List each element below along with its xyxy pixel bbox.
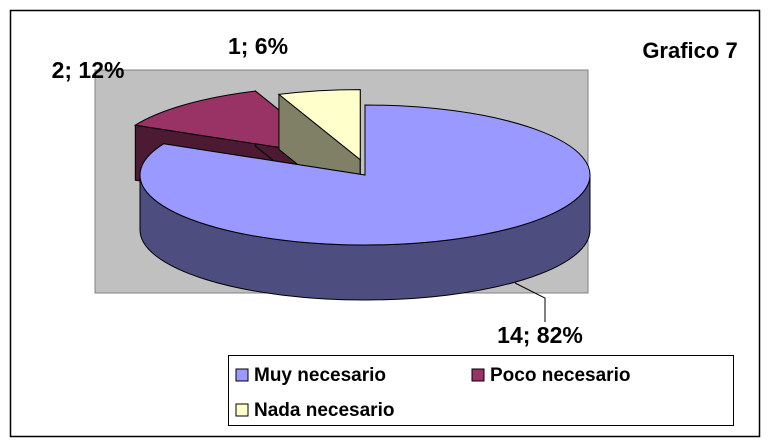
pie [133, 89, 591, 301]
leader-line [514, 282, 546, 322]
data-label: 2; 12% [52, 57, 125, 83]
legend [228, 355, 734, 426]
legend-label: Muy necesario [254, 365, 386, 386]
slice-top [139, 104, 591, 246]
legend-label: Poco necesario [490, 365, 630, 386]
slice-top [277, 89, 361, 161]
legend-swatch [235, 403, 249, 417]
legend-swatch [471, 368, 485, 382]
legend-label: Nada necesario [254, 400, 394, 421]
legend-swatch [235, 368, 249, 382]
data-label: 14; 82% [497, 322, 583, 348]
chart-title: Grafico 7 [642, 38, 737, 63]
data-label: 1; 6% [228, 33, 288, 59]
